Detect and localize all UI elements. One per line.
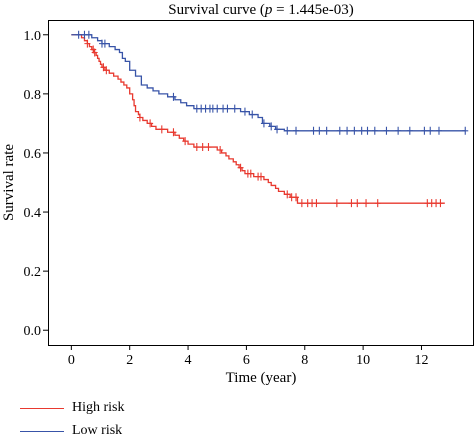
censor-mark-low-risk: [310, 126, 317, 135]
censor-mark-low-risk: [231, 104, 238, 113]
series-line-low-risk: [71, 34, 466, 132]
chart-title-p: p: [264, 2, 273, 18]
censor-mark-low-risk: [358, 126, 365, 135]
censor-mark-high-risk: [84, 39, 91, 48]
censor-mark-high-risk: [170, 128, 177, 137]
censor-mark-high-risk: [158, 125, 165, 134]
x-tick-label: 4: [185, 353, 192, 368]
y-tick-label: 1.0: [24, 29, 42, 44]
censor-mark-low-risk: [364, 126, 371, 135]
censor-mark-low-risk: [85, 30, 92, 39]
censor-mark-low-risk: [274, 125, 281, 134]
chart-title-prefix: Survival curve (: [168, 2, 265, 18]
legend-item-high-risk: High risk: [20, 398, 125, 418]
censor-mark-high-risk: [363, 199, 370, 208]
censor-mark-high-risk: [217, 146, 224, 154]
censor-mark-high-risk: [284, 190, 291, 199]
y-tick-label: 0.6: [24, 147, 42, 162]
censor-mark-low-risk: [371, 126, 378, 135]
censor-mark-low-risk: [268, 122, 275, 131]
censor-mark-low-risk: [101, 39, 108, 48]
censor-mark-high-risk: [193, 143, 200, 152]
censor-mark-high-risk: [182, 137, 189, 146]
censor-mark-high-risk: [333, 199, 340, 208]
legend-swatch-low-risk: [20, 430, 64, 432]
censor-mark-high-risk: [298, 199, 305, 208]
censor-mark-high-risk: [293, 193, 300, 202]
censor-mark-low-risk: [224, 104, 231, 113]
censor-mark-high-risk: [147, 119, 154, 128]
censor-mark-low-risk: [462, 126, 469, 135]
censor-mark-low-risk: [351, 126, 358, 135]
censor-mark-low-risk: [249, 110, 256, 119]
x-tick-label: 2: [126, 353, 133, 368]
censor-mark-high-risk: [374, 199, 381, 208]
x-tick-label: 6: [243, 353, 250, 368]
censor-mark-high-risk: [237, 163, 244, 172]
censor-mark-low-risk: [214, 104, 221, 113]
y-tick-label: 0.2: [24, 265, 42, 280]
censor-mark-high-risk: [199, 143, 206, 152]
chart-title: Survival curve (p = 1.445e-03): [48, 0, 474, 20]
chart-title-suffix: = 1.445e-03): [272, 2, 354, 18]
legend: High risk Low risk: [20, 398, 125, 444]
censor-mark-low-risk: [395, 126, 402, 135]
censor-mark-low-risk: [435, 126, 442, 135]
legend-label-low-risk: Low risk: [72, 423, 123, 438]
censor-mark-low-risk: [336, 126, 343, 135]
censor-mark-low-risk: [241, 107, 248, 116]
censor-mark-low-risk: [383, 126, 390, 135]
censor-mark-high-risk: [247, 169, 254, 178]
censor-mark-low-risk: [75, 30, 82, 39]
censor-mark-low-risk: [323, 126, 330, 135]
x-tick-label: 10: [356, 353, 370, 368]
censor-mark-low-risk: [316, 126, 323, 135]
censor-mark-high-risk: [136, 113, 143, 122]
x-tick-label: 0: [68, 353, 75, 368]
censor-mark-low-risk: [170, 92, 177, 101]
censor-mark-high-risk: [354, 199, 361, 208]
plot-frame: [48, 20, 474, 346]
censor-mark-high-risk: [348, 199, 355, 208]
censor-mark-low-risk: [427, 126, 434, 135]
censor-mark-high-risk: [91, 48, 98, 57]
legend-label-high-risk: High risk: [72, 400, 125, 415]
censor-mark-high-risk: [437, 199, 444, 208]
censor-mark-low-risk: [293, 126, 300, 135]
censor-mark-low-risk: [284, 126, 291, 135]
censor-mark-low-risk: [406, 126, 413, 135]
y-tick-label: 0.0: [24, 324, 42, 339]
y-axis-label: Survival rate: [1, 144, 17, 221]
x-axis-label: Time (year): [226, 370, 297, 386]
censor-mark-low-risk: [421, 126, 428, 135]
y-tick-label: 0.8: [24, 88, 42, 103]
legend-item-low-risk: Low risk: [20, 421, 125, 441]
censor-mark-low-risk: [344, 126, 351, 135]
x-tick-label: 8: [301, 353, 308, 368]
x-tick-label: 12: [414, 353, 428, 368]
legend-swatch-high-risk: [20, 407, 64, 409]
censor-mark-high-risk: [205, 143, 212, 152]
censor-mark-high-risk: [258, 172, 264, 181]
censor-mark-high-risk: [313, 199, 320, 208]
y-tick-label: 0.4: [24, 206, 42, 221]
censor-mark-high-risk: [103, 66, 110, 75]
censor-mark-low-risk: [260, 119, 267, 128]
